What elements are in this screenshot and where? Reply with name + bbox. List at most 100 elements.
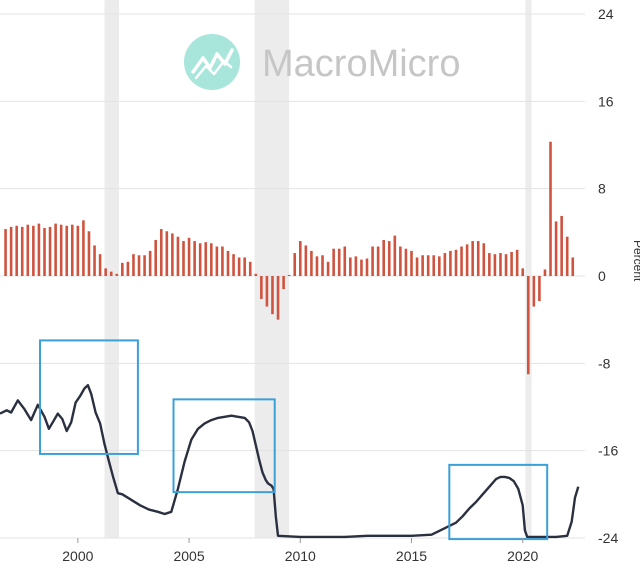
bar-80	[449, 251, 452, 276]
bar-29	[166, 231, 169, 276]
bar-84	[471, 241, 474, 276]
bar-52	[293, 253, 296, 276]
bar-70	[394, 236, 397, 276]
bar-32	[182, 241, 185, 276]
bar-15	[88, 231, 91, 276]
bar-62	[349, 257, 352, 276]
bar-46	[260, 276, 263, 299]
bar-82	[460, 247, 463, 276]
bar-54	[305, 245, 308, 276]
bar-76	[427, 255, 430, 276]
bar-40	[227, 251, 230, 276]
bar-8	[49, 227, 52, 276]
bar-50	[282, 276, 285, 289]
bar-20	[115, 274, 118, 276]
bar-37	[210, 243, 213, 276]
bar-25	[143, 255, 146, 276]
bar-9	[54, 224, 57, 276]
bar-53	[299, 241, 302, 276]
bar-38	[216, 247, 219, 276]
bar-83	[466, 244, 469, 276]
bar-26	[149, 251, 152, 276]
bar-77	[432, 255, 435, 276]
bar-28	[160, 229, 163, 276]
bar-60	[338, 249, 341, 276]
bar-33	[188, 238, 191, 276]
bar-55	[310, 251, 313, 276]
y-tick-label-24: 24	[598, 6, 614, 22]
bar-75	[421, 255, 424, 276]
bar-5	[32, 226, 35, 276]
y-tick-label-0: 0	[598, 268, 606, 284]
bar-19	[110, 272, 113, 276]
bar-61	[343, 247, 346, 276]
bar-56	[316, 256, 319, 276]
x-tick-label-2020: 2020	[507, 548, 538, 564]
y-tick-label-16: 16	[598, 93, 614, 109]
y-tick-label--24: -24	[598, 530, 618, 546]
x-tick-label-2005: 2005	[173, 548, 204, 564]
bar-39	[221, 247, 224, 276]
bar-71	[399, 247, 402, 276]
watermark: MacroMicro	[184, 34, 460, 90]
bar-23	[132, 254, 135, 276]
y-tick-label--8: -8	[598, 355, 611, 371]
bar-91	[510, 252, 513, 276]
bar-6	[38, 224, 41, 276]
x-tick-label-2000: 2000	[62, 548, 93, 564]
bar-41	[232, 254, 235, 276]
bar-66	[371, 247, 374, 276]
bar-44	[249, 262, 252, 276]
bar-78	[438, 256, 441, 276]
bar-22	[127, 262, 130, 276]
x-tick-label-2015: 2015	[396, 548, 427, 564]
bar-88	[494, 254, 497, 276]
bar-34	[193, 241, 196, 276]
bar-7	[43, 228, 46, 276]
bar-99	[555, 221, 558, 276]
bar-51	[288, 275, 291, 276]
bar-12	[71, 225, 74, 276]
bar-73	[410, 251, 413, 276]
bar-64	[360, 260, 363, 276]
bar-24	[138, 255, 141, 276]
bar-59	[332, 249, 335, 276]
y-tick-label-8: 8	[598, 181, 606, 197]
bar-63	[355, 256, 358, 276]
bar-27	[154, 240, 157, 276]
bar-92	[516, 250, 519, 276]
bar-31	[177, 237, 180, 276]
line-series-group	[0, 385, 578, 537]
bar-93	[521, 268, 524, 276]
bar-67	[377, 247, 380, 276]
bar-47	[266, 276, 269, 307]
bar-81	[455, 250, 458, 276]
bar-97	[544, 269, 547, 276]
bar-85	[477, 241, 480, 276]
bar-10	[60, 225, 63, 276]
bar-95	[533, 276, 536, 307]
bar-98	[549, 142, 552, 276]
bar-94	[527, 276, 530, 374]
bar-58	[327, 262, 330, 276]
bar-69	[388, 241, 391, 276]
bar-86	[482, 243, 485, 276]
bar-1	[10, 227, 13, 276]
bar-11	[65, 226, 68, 276]
bar-102	[571, 257, 574, 276]
bar-18	[104, 268, 107, 276]
bar-4	[27, 225, 30, 276]
recession-band-2	[525, 0, 531, 538]
x-tick-labels-group: 2000 2005 2010 2015 2020	[62, 538, 538, 564]
bar-43	[243, 257, 246, 276]
bar-42	[238, 257, 241, 276]
x-tick-label-2010: 2010	[285, 548, 316, 564]
bar-30	[171, 233, 174, 276]
bar-35	[199, 243, 202, 276]
bar-0	[4, 229, 7, 276]
bar-13	[77, 226, 80, 276]
bar-45	[254, 274, 257, 276]
bar-90	[505, 254, 508, 276]
y-axis-title: Percent	[631, 240, 640, 282]
